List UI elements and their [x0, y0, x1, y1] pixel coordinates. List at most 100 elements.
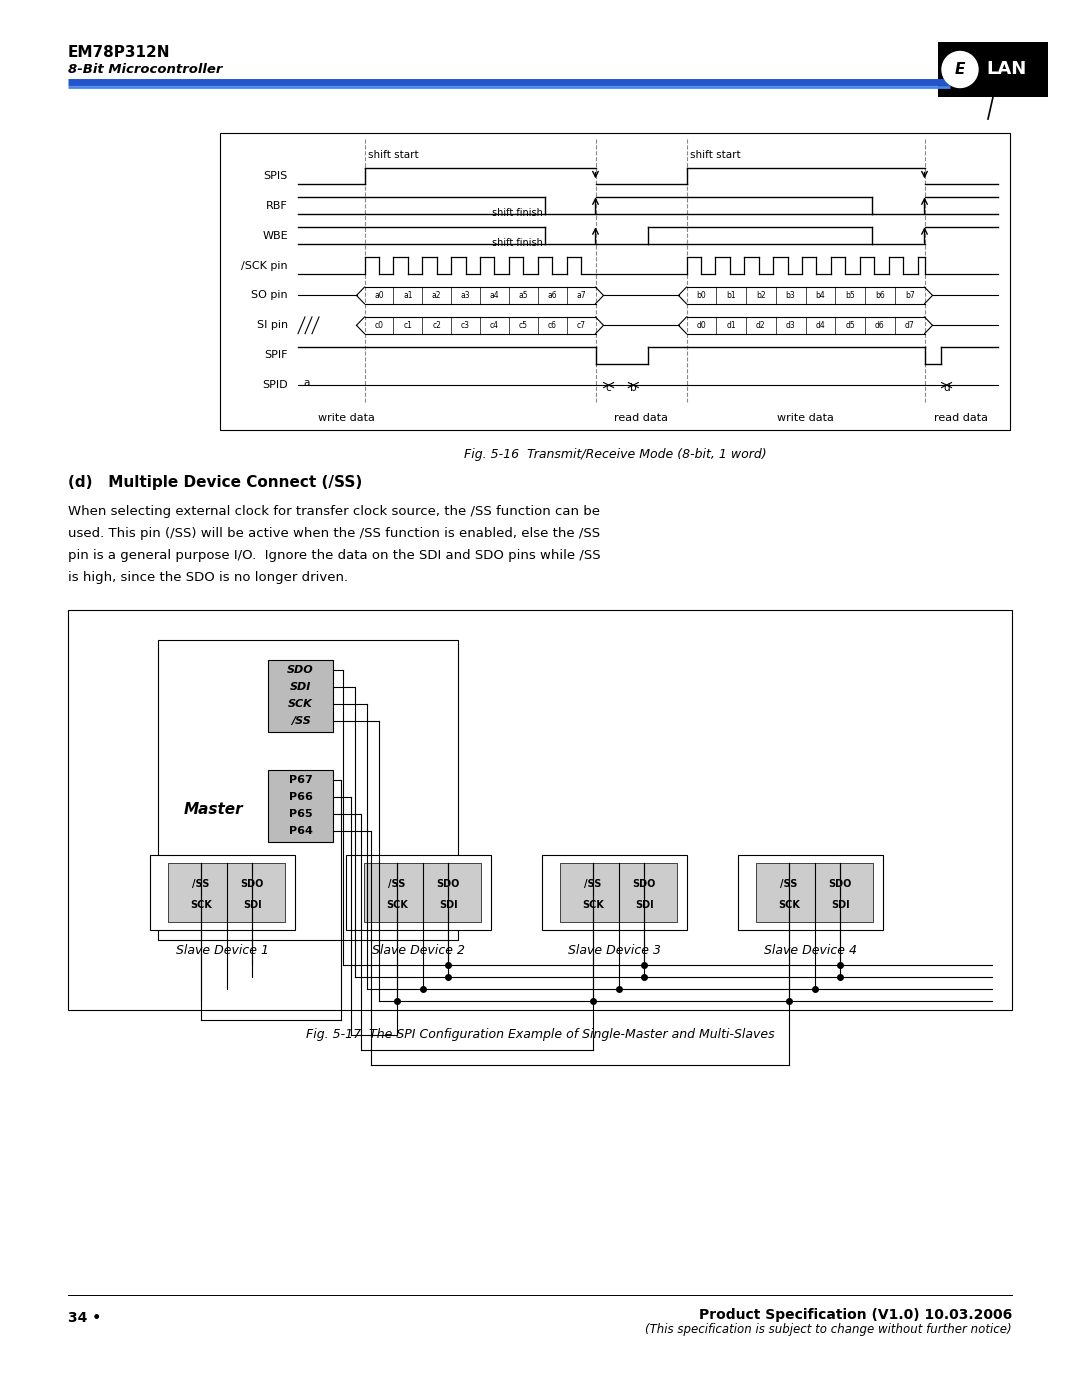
Text: When selecting external clock for transfer clock source, the /SS function can be: When selecting external clock for transf…: [68, 504, 600, 518]
Bar: [150, 855, 295, 930]
Text: b5: b5: [846, 291, 855, 300]
Text: c0: c0: [375, 321, 383, 330]
Text: d5: d5: [846, 321, 855, 330]
Text: c3: c3: [461, 321, 470, 330]
Text: SI pin: SI pin: [257, 320, 288, 330]
Text: P64: P64: [288, 826, 312, 835]
Text: b1: b1: [727, 291, 735, 300]
Text: c2: c2: [432, 321, 441, 330]
Bar: [158, 640, 458, 940]
Text: b: b: [630, 383, 636, 393]
Text: SDI: SDI: [635, 901, 653, 911]
Text: SCK: SCK: [190, 901, 212, 911]
Text: /SS: /SS: [388, 879, 405, 888]
Text: SCK: SCK: [288, 698, 313, 710]
Text: pin is a general purpose I/O.  Ignore the data on the SDI and SDO pins while /SS: pin is a general purpose I/O. Ignore the…: [68, 549, 600, 562]
Text: SDI: SDI: [243, 901, 261, 911]
Text: SDO: SDO: [287, 665, 314, 675]
Text: SDI: SDI: [289, 682, 311, 692]
Text: WBE: WBE: [262, 231, 288, 240]
Text: d: d: [943, 383, 950, 393]
Text: /SS: /SS: [192, 879, 210, 888]
Text: SDO: SDO: [633, 879, 656, 888]
Text: read data: read data: [615, 414, 669, 423]
Text: write data: write data: [318, 414, 375, 423]
Text: shift start: shift start: [368, 149, 419, 161]
Text: b0: b0: [697, 291, 706, 300]
Text: Master: Master: [184, 802, 243, 817]
Text: b7: b7: [905, 291, 915, 300]
Text: c: c: [606, 383, 611, 393]
Bar: [364, 863, 481, 922]
Text: SDI: SDI: [438, 901, 458, 911]
Text: SCK: SCK: [778, 901, 799, 911]
Text: Slave Device 3: Slave Device 3: [568, 943, 661, 957]
Text: LAN: LAN: [986, 60, 1026, 78]
Text: /SCK pin: /SCK pin: [241, 261, 288, 271]
Text: SPIS: SPIS: [264, 170, 288, 182]
Text: a1: a1: [403, 291, 413, 300]
Text: b3: b3: [786, 291, 796, 300]
Text: SDO: SDO: [241, 879, 264, 888]
Text: d6: d6: [875, 321, 885, 330]
Bar: [168, 863, 285, 922]
Text: d0: d0: [697, 321, 706, 330]
Text: c7: c7: [577, 321, 585, 330]
Text: d2: d2: [756, 321, 766, 330]
Text: P65: P65: [288, 809, 312, 819]
Text: P67: P67: [288, 775, 312, 785]
Text: used. This pin (/SS) will be active when the /SS function is enabled, else the /: used. This pin (/SS) will be active when…: [68, 527, 600, 541]
Text: /SS: /SS: [291, 717, 310, 726]
Text: shift finish: shift finish: [491, 237, 542, 249]
Text: shift finish: shift finish: [491, 208, 542, 218]
Bar: [268, 659, 333, 732]
Bar: [542, 855, 687, 930]
Text: a2: a2: [432, 291, 442, 300]
Text: write data: write data: [778, 414, 834, 423]
Text: /SS: /SS: [780, 879, 797, 888]
Text: E: E: [955, 61, 966, 77]
Text: Slave Device 2: Slave Device 2: [372, 943, 465, 957]
Text: b6: b6: [875, 291, 885, 300]
Bar: [756, 863, 873, 922]
Text: read data: read data: [934, 414, 988, 423]
Text: d3: d3: [786, 321, 796, 330]
Text: SDO: SDO: [436, 879, 460, 888]
Text: SCK: SCK: [582, 901, 604, 911]
Text: b2: b2: [756, 291, 766, 300]
Text: a7: a7: [577, 291, 585, 300]
Text: c6: c6: [548, 321, 556, 330]
Text: shift start: shift start: [690, 149, 741, 161]
Text: SO pin: SO pin: [252, 291, 288, 300]
Bar: [346, 855, 491, 930]
Bar: [68, 610, 1012, 1010]
Circle shape: [942, 52, 978, 88]
Text: /SS: /SS: [584, 879, 602, 888]
Bar: [268, 770, 333, 842]
Text: c5: c5: [518, 321, 528, 330]
Text: d7: d7: [905, 321, 915, 330]
Text: a6: a6: [548, 291, 557, 300]
Text: SPIF: SPIF: [265, 351, 288, 360]
Text: c4: c4: [490, 321, 499, 330]
Text: Fig. 5-16  Transmit/Receive Mode (8-bit, 1 word): Fig. 5-16 Transmit/Receive Mode (8-bit, …: [463, 448, 767, 461]
Text: SPID: SPID: [262, 380, 288, 390]
Text: Product Specification (V1.0) 10.03.2006: Product Specification (V1.0) 10.03.2006: [699, 1308, 1012, 1322]
Text: a: a: [303, 379, 309, 388]
Text: a5: a5: [518, 291, 528, 300]
Text: a0: a0: [374, 291, 383, 300]
Text: EM78P312N: EM78P312N: [68, 45, 171, 60]
Text: Slave Device 1: Slave Device 1: [176, 943, 269, 957]
Text: a4: a4: [489, 291, 499, 300]
Bar: [561, 863, 677, 922]
Text: c1: c1: [403, 321, 413, 330]
Text: 8-Bit Microcontroller: 8-Bit Microcontroller: [68, 63, 222, 75]
Bar: [939, 42, 1048, 96]
Bar: [738, 855, 883, 930]
Text: P66: P66: [288, 792, 312, 802]
Text: Fig. 5-17  The SPI Configuration Example of Single-Master and Multi-Slaves: Fig. 5-17 The SPI Configuration Example …: [306, 1028, 774, 1041]
Text: SDI: SDI: [831, 901, 850, 911]
Bar: [220, 133, 1010, 430]
Text: RBF: RBF: [267, 201, 288, 211]
Text: a3: a3: [461, 291, 471, 300]
